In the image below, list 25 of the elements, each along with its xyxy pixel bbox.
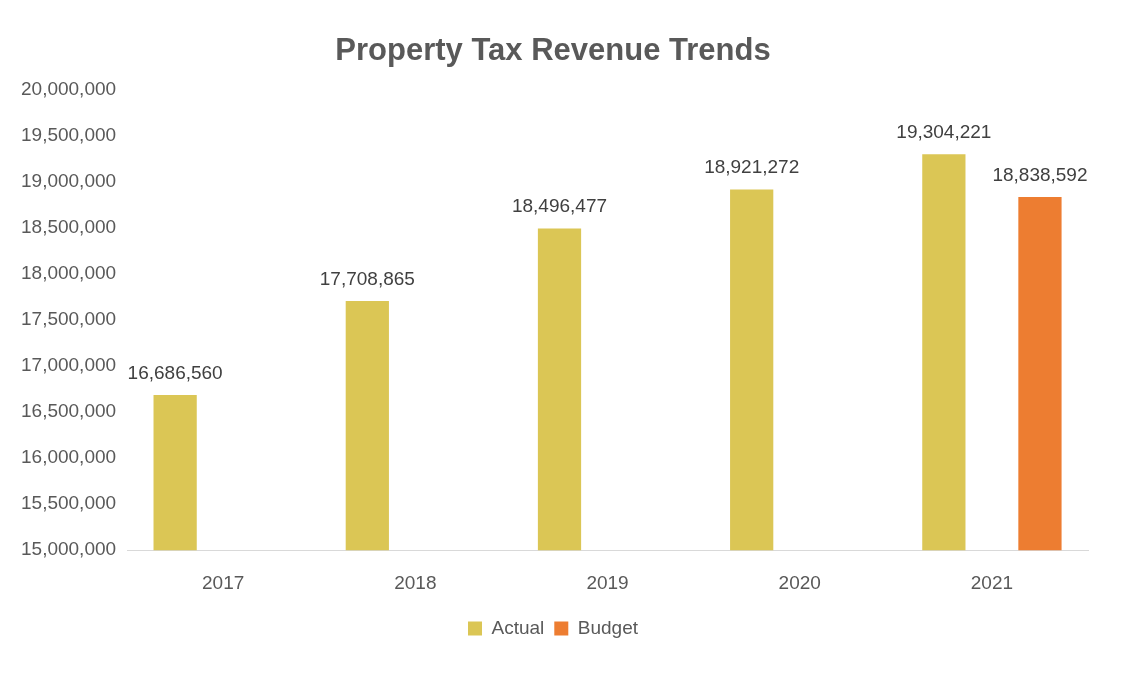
data-label: 17,708,865 (319, 267, 415, 289)
legend-label: Budget (577, 616, 639, 638)
y-tick-label: 16,500,000 (21, 400, 117, 422)
y-tick-label: 15,000,000 (21, 538, 117, 560)
y-tick-label: 19,500,000 (21, 124, 117, 146)
y-tick-label: 17,500,000 (21, 308, 117, 330)
y-tick-label: 20,000,000 (21, 78, 117, 100)
x-tick-label: 2021 (970, 571, 1014, 593)
y-tick-label: 16,000,000 (21, 446, 117, 468)
x-tick-label: 2017 (202, 571, 245, 593)
x-tick-label: 2020 (778, 571, 821, 593)
legend-label: Actual (491, 616, 545, 638)
data-label: 16,686,560 (127, 361, 223, 383)
x-tick-label: 2018 (394, 571, 437, 593)
data-label: 18,496,477 (511, 195, 608, 217)
data-label: 18,838,592 (992, 163, 1088, 185)
x-tick-label: 2019 (586, 571, 629, 593)
y-tick-label: 15,500,000 (21, 492, 117, 514)
chart-title: Property Tax Revenue Trends (335, 32, 771, 68)
y-tick-label: 18,000,000 (21, 262, 117, 284)
y-tick-label: 19,000,000 (21, 170, 117, 192)
y-tick-label: 18,500,000 (21, 216, 117, 238)
y-tick-label: 17,000,000 (21, 354, 117, 376)
data-label: 19,304,221 (896, 120, 992, 142)
data-label: 18,921,272 (704, 156, 800, 178)
